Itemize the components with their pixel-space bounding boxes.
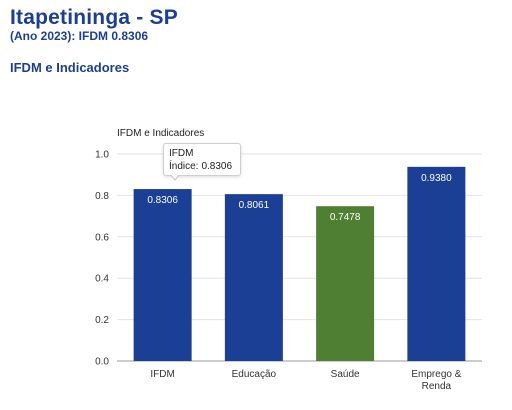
bars: 0.8306 0.8061 0.7478 0.9380 xyxy=(133,166,466,361)
bar[interactable] xyxy=(316,206,375,361)
y-tick-label: 0.6 xyxy=(95,232,109,243)
bar[interactable] xyxy=(133,189,192,361)
category-label: Educação xyxy=(232,369,277,380)
category-label: Emprego & Renda xyxy=(411,369,461,392)
chart-title: IFDM e Indicadores xyxy=(117,128,204,139)
y-tick-label: 0.8 xyxy=(95,191,109,202)
y-tick-label: 0.2 xyxy=(95,315,109,326)
tooltip-value: 0.8306 xyxy=(201,161,233,172)
bar-value-label: 0.8306 xyxy=(147,195,178,206)
x-axis-labels: IFDM Educação Saúde Emprego & Renda xyxy=(150,369,461,392)
category-label: Saúde xyxy=(331,369,360,380)
bar-value-label: 0.7478 xyxy=(330,212,361,223)
page-subtitle: (Ano 2023): IFDM 0.8306 xyxy=(10,29,149,43)
category-label: IFDM xyxy=(150,369,174,380)
tooltip-label: Índice: xyxy=(169,161,199,172)
section-heading: IFDM e Indicadores xyxy=(10,60,130,75)
y-tick-label: 1.0 xyxy=(95,150,109,161)
bar[interactable] xyxy=(407,166,466,361)
bar[interactable] xyxy=(224,194,283,361)
bar-value-label: 0.9380 xyxy=(421,173,452,184)
y-tick-label: 0.4 xyxy=(95,274,109,285)
bar-tooltip: IFDM Índice: 0.8306 xyxy=(163,143,241,181)
y-tick-label: 0.0 xyxy=(95,357,109,368)
y-axis-ticks: 0.0 0.2 0.4 0.6 0.8 1.0 xyxy=(95,150,109,368)
page-title: Itapetininga - SP xyxy=(10,6,178,29)
tooltip-title: IFDM xyxy=(169,148,194,159)
bar-value-label: 0.8061 xyxy=(239,200,270,211)
